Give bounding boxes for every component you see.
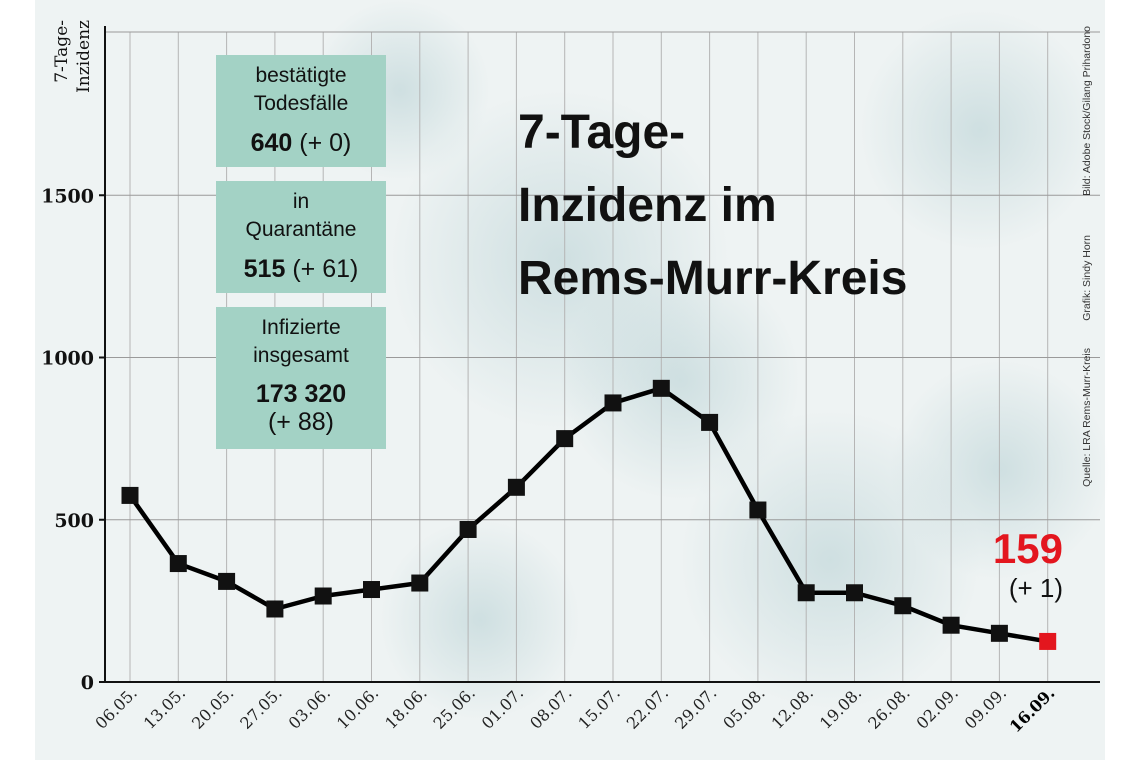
info-box-label: bestätigte (255, 64, 346, 87)
info-box-value: 515 (+ 61) (244, 255, 359, 283)
y-tick-label: 1000 (41, 348, 94, 370)
virus-shape (860, 10, 1100, 250)
virus-shape (560, 260, 800, 500)
data-point (314, 587, 332, 605)
info-box-label: in (293, 190, 309, 213)
data-point (604, 394, 622, 412)
chart-title-line: Rems-Murr-Kreis (518, 252, 907, 305)
info-box-delta: (+ 88) (268, 408, 334, 436)
chart-title-line: Inzidenz im (518, 179, 777, 232)
latest-delta: (+ 1) (1009, 573, 1063, 603)
latest-value-annotation: 159(+ 1) (993, 525, 1063, 603)
data-point (990, 624, 1008, 642)
virus-background-decoration (310, 0, 1110, 720)
data-point (363, 581, 380, 599)
axes (104, 26, 1100, 683)
data-point (121, 486, 139, 504)
y-tick-label: 1500 (41, 185, 94, 207)
chart-title: 7-Tage- Inzidenz im Rems-Murr-Kreis (518, 106, 907, 305)
data-point (459, 520, 477, 538)
data-point (507, 478, 525, 496)
info-box-label: Quarantäne (246, 218, 357, 241)
info-box-background (216, 181, 386, 293)
credit-graphic: Grafik: Sindy Horn (1081, 235, 1093, 321)
chart-title-line: 7-Tage- (518, 106, 685, 159)
data-point (266, 600, 284, 618)
credit-image: Bild: Adobe Stock/Gilang Prihardono (1081, 26, 1093, 196)
y-axis-label: 7-Tage- Inzidenz (52, 20, 94, 93)
info-box-label: Infizierte (261, 316, 340, 339)
data-point (942, 616, 960, 634)
info-box: Infizierte insgesamt 173 320(+ 88) (216, 307, 386, 449)
data-point (701, 413, 719, 431)
credits: Bild: Adobe Stock/Gilang Prihardono Grafi… (1081, 26, 1093, 487)
virus-shape (890, 360, 1110, 580)
y-tick-label: 500 (54, 510, 94, 532)
y-axis-label-line: 7-Tage- (52, 20, 72, 83)
data-point (411, 574, 429, 592)
info-box-background (216, 307, 386, 449)
y-axis-label-line: Inzidenz (74, 20, 94, 93)
data-point (556, 430, 574, 448)
data-point (749, 501, 767, 519)
y-tick-label: 0 (81, 672, 94, 694)
info-box: bestätigte Todesfälle 640 (+ 0) (216, 55, 386, 167)
info-box-value: 173 320 (256, 380, 346, 408)
info-box-label: insgesamt (253, 344, 349, 367)
data-point-latest (1039, 632, 1057, 650)
data-markers (121, 379, 1057, 650)
info-box: in Quarantäne 515 (+ 61) (216, 181, 386, 293)
credit-source: Quelle: LRA Rems-Murr-Kreis (1081, 348, 1093, 487)
info-box-label: Todesfälle (254, 92, 349, 115)
data-point (894, 597, 912, 615)
data-point (652, 379, 670, 397)
data-point (218, 572, 236, 590)
data-point (846, 584, 863, 602)
y-tick-labels: 0 500 1000 1500 (41, 185, 105, 694)
info-box-background (216, 55, 386, 167)
data-point (169, 555, 187, 573)
info-boxes: bestätigte Todesfälle 640 (+ 0) in Quarantän… (216, 55, 386, 449)
info-box-value: 640 (+ 0) (251, 129, 352, 157)
latest-value: 159 (993, 525, 1063, 572)
data-point (797, 584, 815, 602)
